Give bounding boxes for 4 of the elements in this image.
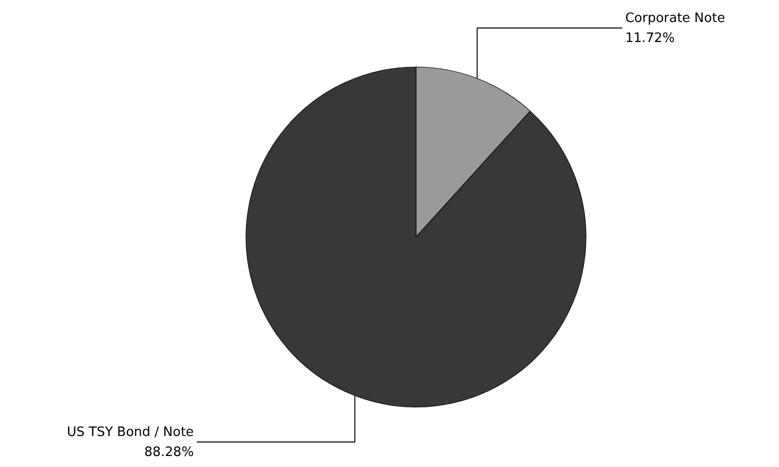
slice-label: Corporate Note — [625, 11, 726, 26]
data-label: 11.72% — [625, 31, 675, 46]
data-label: 88.28% — [144, 445, 194, 460]
slice-label: US TSY Bond / Note — [66, 425, 194, 440]
